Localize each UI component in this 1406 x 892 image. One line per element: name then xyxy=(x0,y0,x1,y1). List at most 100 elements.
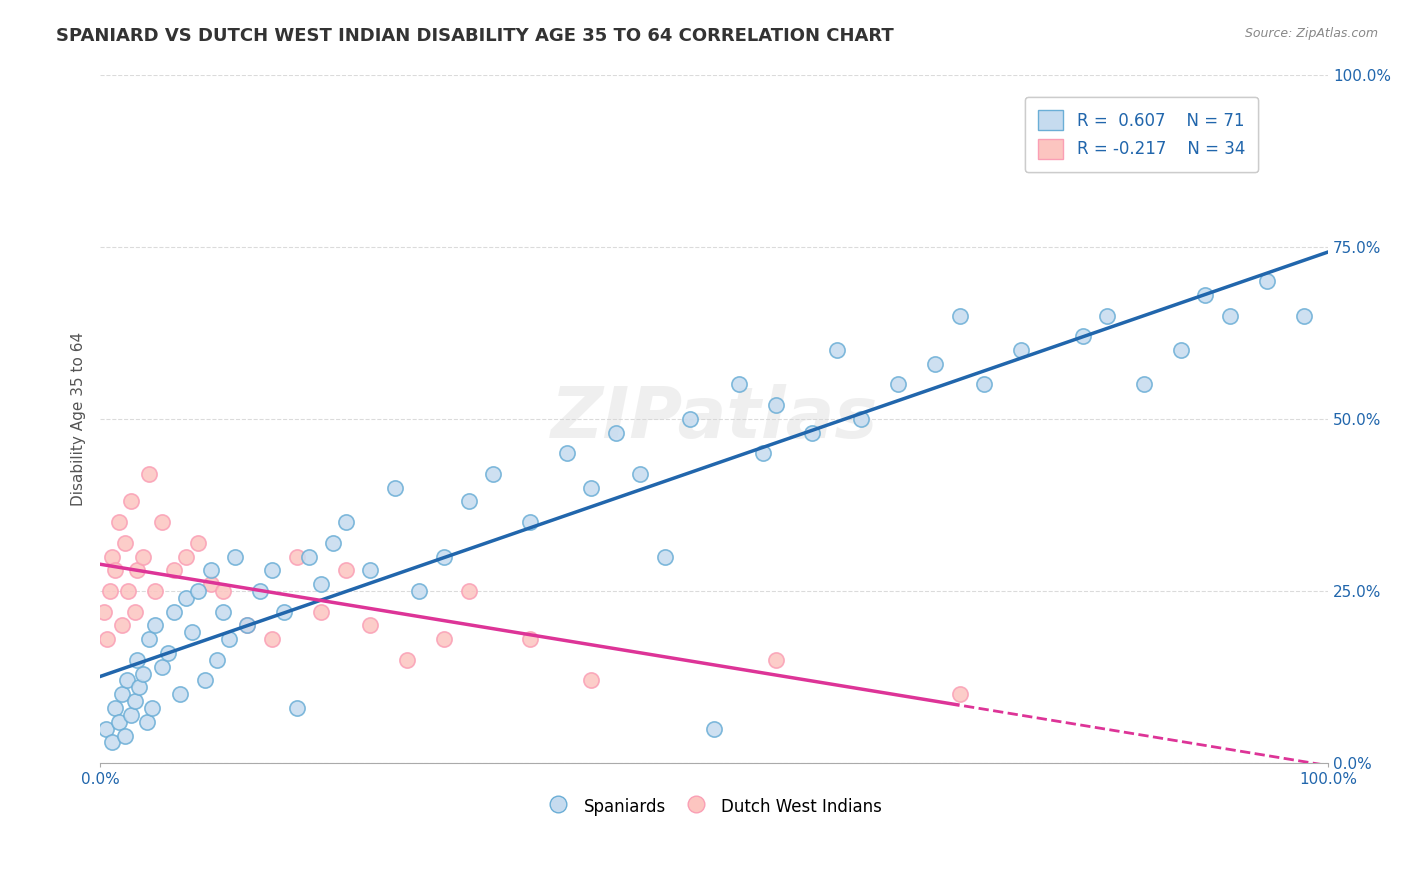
Point xyxy=(114,729,136,743)
Point xyxy=(260,632,283,647)
Point xyxy=(107,515,129,529)
Point xyxy=(124,694,146,708)
Point xyxy=(107,714,129,729)
Point xyxy=(605,425,627,440)
Point xyxy=(150,659,173,673)
Point xyxy=(322,535,344,549)
Point xyxy=(678,412,700,426)
Point xyxy=(101,735,124,749)
Point xyxy=(703,722,725,736)
Point xyxy=(200,577,222,591)
Point xyxy=(285,701,308,715)
Point xyxy=(132,549,155,564)
Point xyxy=(851,412,873,426)
Point xyxy=(111,687,134,701)
Point xyxy=(115,673,138,688)
Point xyxy=(359,563,381,577)
Point xyxy=(630,467,652,481)
Point xyxy=(145,618,167,632)
Point xyxy=(212,584,235,599)
Point xyxy=(973,377,995,392)
Point xyxy=(141,701,163,715)
Point xyxy=(125,653,148,667)
Point xyxy=(218,632,240,647)
Point xyxy=(1170,343,1192,357)
Point xyxy=(249,584,271,599)
Point xyxy=(174,549,197,564)
Text: SPANIARD VS DUTCH WEST INDIAN DISABILITY AGE 35 TO 64 CORRELATION CHART: SPANIARD VS DUTCH WEST INDIAN DISABILITY… xyxy=(56,27,894,45)
Point xyxy=(114,535,136,549)
Point xyxy=(187,584,209,599)
Point xyxy=(169,687,191,701)
Point xyxy=(156,646,179,660)
Point xyxy=(128,681,150,695)
Point xyxy=(1256,274,1278,288)
Point xyxy=(1133,377,1156,392)
Point xyxy=(224,549,246,564)
Point xyxy=(138,467,160,481)
Point xyxy=(309,605,332,619)
Point xyxy=(765,653,787,667)
Point xyxy=(433,549,456,564)
Point xyxy=(145,584,167,599)
Point xyxy=(138,632,160,647)
Point xyxy=(117,584,139,599)
Point xyxy=(555,446,578,460)
Point xyxy=(163,563,186,577)
Point xyxy=(765,398,787,412)
Point xyxy=(1010,343,1032,357)
Point xyxy=(163,605,186,619)
Y-axis label: Disability Age 35 to 64: Disability Age 35 to 64 xyxy=(72,332,86,506)
Point xyxy=(335,563,357,577)
Point xyxy=(519,515,541,529)
Point xyxy=(104,701,127,715)
Point xyxy=(1219,309,1241,323)
Point xyxy=(924,357,946,371)
Point xyxy=(384,481,406,495)
Point xyxy=(200,563,222,577)
Point xyxy=(101,549,124,564)
Point xyxy=(150,515,173,529)
Point xyxy=(285,549,308,564)
Point xyxy=(93,605,115,619)
Point xyxy=(433,632,456,647)
Point xyxy=(581,673,603,688)
Point xyxy=(124,605,146,619)
Point xyxy=(111,618,134,632)
Point xyxy=(96,632,118,647)
Point xyxy=(752,446,775,460)
Point xyxy=(125,563,148,577)
Point xyxy=(1194,288,1216,302)
Point xyxy=(887,377,910,392)
Point xyxy=(359,618,381,632)
Point xyxy=(949,309,972,323)
Point xyxy=(949,687,972,701)
Point xyxy=(408,584,430,599)
Point xyxy=(236,618,259,632)
Point xyxy=(581,481,603,495)
Point xyxy=(519,632,541,647)
Point xyxy=(309,577,332,591)
Point xyxy=(825,343,848,357)
Point xyxy=(181,625,204,640)
Point xyxy=(132,666,155,681)
Point xyxy=(174,591,197,605)
Text: ZIPatlas: ZIPatlas xyxy=(550,384,877,453)
Point xyxy=(801,425,824,440)
Point xyxy=(654,549,676,564)
Text: Source: ZipAtlas.com: Source: ZipAtlas.com xyxy=(1244,27,1378,40)
Point xyxy=(104,563,127,577)
Point xyxy=(727,377,749,392)
Point xyxy=(298,549,321,564)
Point xyxy=(205,653,228,667)
Point xyxy=(260,563,283,577)
Point xyxy=(1071,329,1094,343)
Point xyxy=(1292,309,1315,323)
Point xyxy=(193,673,215,688)
Point xyxy=(135,714,157,729)
Point xyxy=(457,494,479,508)
Point xyxy=(187,535,209,549)
Point xyxy=(120,707,142,722)
Point xyxy=(120,494,142,508)
Legend: Spaniards, Dutch West Indians: Spaniards, Dutch West Indians xyxy=(540,790,889,823)
